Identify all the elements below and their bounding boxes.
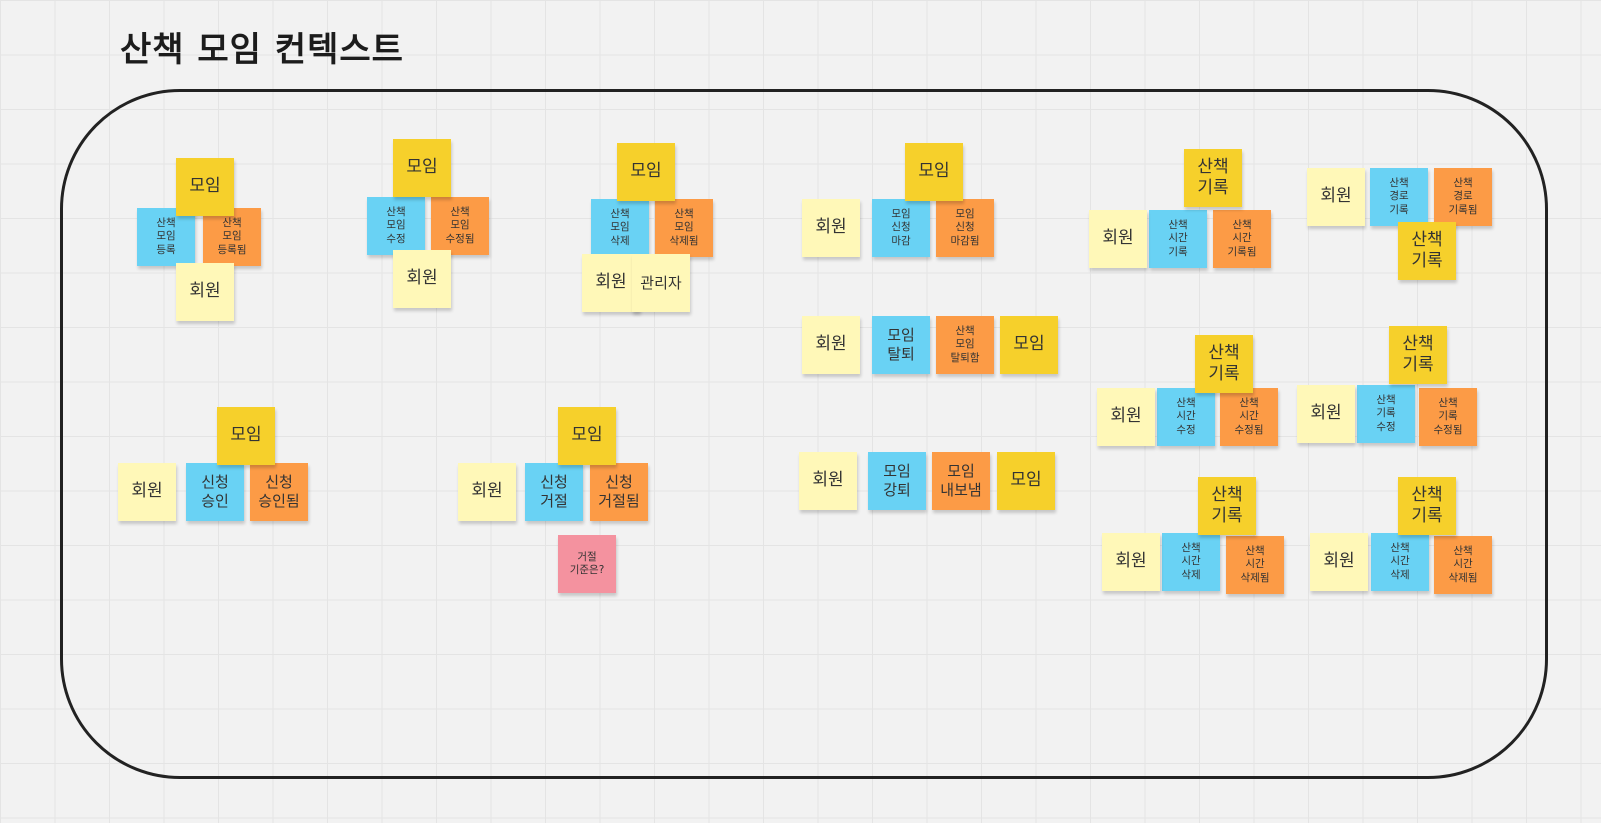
sticky-note[interactable]: 모임 — [905, 143, 963, 201]
sticky-note[interactable]: 회원 — [1307, 168, 1365, 226]
sticky-note[interactable]: 산책 시간 기록됨 — [1213, 210, 1271, 268]
sticky-note[interactable]: 거절 기준은? — [558, 535, 616, 593]
sticky-note[interactable]: 모임 — [617, 143, 675, 201]
sticky-note[interactable]: 산책 모임 등록 — [137, 208, 195, 266]
sticky-note[interactable]: 산책 기록 — [1195, 335, 1253, 393]
sticky-note[interactable]: 산책 시간 삭제됨 — [1434, 536, 1492, 594]
context-boundary-frame[interactable] — [60, 89, 1548, 779]
sticky-note[interactable]: 모임 — [176, 158, 234, 216]
sticky-note[interactable]: 회원 — [458, 463, 516, 521]
sticky-note[interactable]: 모임 — [1000, 316, 1058, 374]
sticky-note[interactable]: 모임 — [558, 407, 616, 465]
sticky-note[interactable]: 산책 모임 삭제 — [591, 199, 649, 257]
sticky-note[interactable]: 모임 — [393, 139, 451, 197]
sticky-note[interactable]: 산책 모임 탈퇴함 — [936, 316, 994, 374]
sticky-note[interactable]: 모임 내보냄 — [932, 452, 990, 510]
sticky-note[interactable]: 산책 시간 수정됨 — [1220, 388, 1278, 446]
sticky-note[interactable]: 산책 모임 수정 — [367, 197, 425, 255]
sticky-note[interactable]: 산책 기록 — [1198, 477, 1256, 535]
sticky-note[interactable]: 모임 신청 마감 — [872, 199, 930, 257]
sticky-note[interactable]: 산책 기록 — [1398, 222, 1456, 280]
sticky-note[interactable]: 신청 승인 — [186, 463, 244, 521]
sticky-note[interactable]: 산책 기록 — [1184, 149, 1242, 207]
sticky-note[interactable]: 회원 — [802, 316, 860, 374]
sticky-note[interactable]: 신청 거절됨 — [590, 463, 648, 521]
sticky-note[interactable]: 회원 — [582, 254, 640, 312]
sticky-note[interactable]: 산책 기록 — [1398, 477, 1456, 535]
sticky-note[interactable]: 회원 — [1102, 533, 1160, 591]
sticky-note[interactable]: 산책 시간 삭제됨 — [1226, 536, 1284, 594]
sticky-note[interactable]: 산책 모임 수정됨 — [431, 197, 489, 255]
sticky-note[interactable]: 회원 — [176, 263, 234, 321]
sticky-note[interactable]: 회원 — [118, 463, 176, 521]
sticky-note[interactable]: 모임 강퇴 — [868, 452, 926, 510]
board-title: 산책 모임 컨텍스트 — [120, 30, 404, 70]
sticky-note[interactable]: 모임 — [997, 452, 1055, 510]
sticky-note[interactable]: 산책 기록 — [1389, 326, 1447, 384]
sticky-note[interactable]: 회원 — [802, 199, 860, 257]
sticky-note[interactable]: 신청 승인됨 — [250, 463, 308, 521]
sticky-note[interactable]: 모임 탈퇴 — [872, 316, 930, 374]
sticky-note[interactable]: 모임 — [217, 407, 275, 465]
sticky-note[interactable]: 산책 시간 수정 — [1157, 388, 1215, 446]
sticky-note[interactable]: 산책 모임 등록됨 — [203, 208, 261, 266]
sticky-note[interactable]: 산책 기록 수정됨 — [1419, 388, 1477, 446]
sticky-note[interactable]: 회원 — [393, 250, 451, 308]
sticky-note[interactable]: 산책 시간 삭제 — [1162, 533, 1220, 591]
sticky-note[interactable]: 산책 모임 삭제됨 — [655, 199, 713, 257]
sticky-note[interactable]: 관리자 — [632, 254, 690, 312]
sticky-note[interactable]: 회원 — [1089, 210, 1147, 268]
sticky-note[interactable]: 회원 — [1297, 385, 1355, 443]
sticky-note[interactable]: 산책 시간 기록 — [1149, 210, 1207, 268]
sticky-note[interactable]: 산책 시간 삭제 — [1371, 533, 1429, 591]
sticky-note[interactable]: 모임 신청 마감됨 — [936, 199, 994, 257]
sticky-note[interactable]: 회원 — [1097, 388, 1155, 446]
sticky-note[interactable]: 회원 — [799, 452, 857, 510]
sticky-note[interactable]: 회원 — [1310, 533, 1368, 591]
sticky-note[interactable]: 산책 경로 기록됨 — [1434, 168, 1492, 226]
sticky-note[interactable]: 산책 기록 수정 — [1357, 385, 1415, 443]
sticky-note[interactable]: 산책 경로 기록 — [1370, 168, 1428, 226]
sticky-note[interactable]: 신청 거절 — [525, 463, 583, 521]
